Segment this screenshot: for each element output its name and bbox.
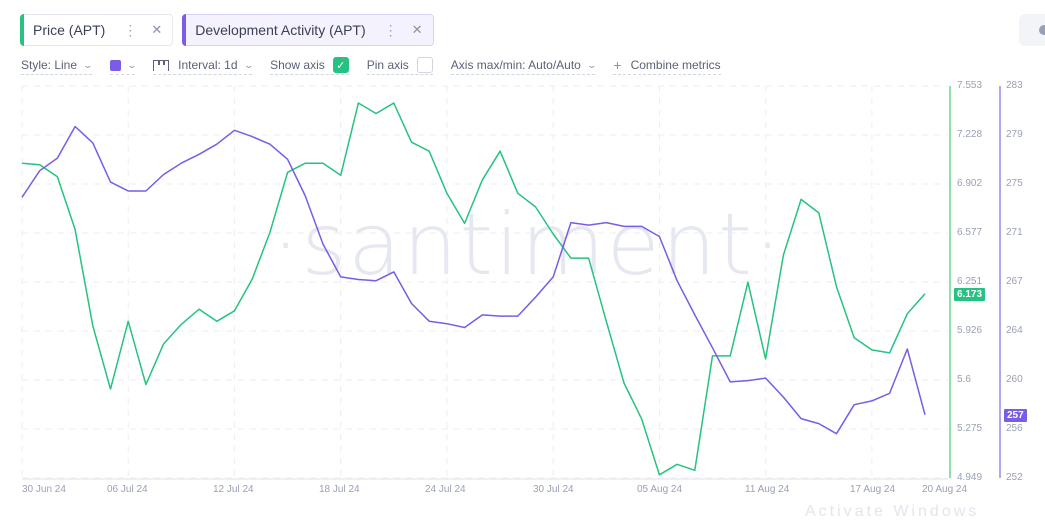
chevron-down-icon: ⌄ [243, 59, 254, 70]
activate-windows-text: Activate Windows [805, 503, 980, 520]
price-axis-tick: 7.228 [957, 129, 983, 140]
dev-activity-line [21, 125, 926, 435]
dev-activity-axis-tick: 271 [1006, 227, 1023, 238]
x-axis-tick: 30 Jul 24 [533, 484, 574, 495]
axis-minmax-dropdown[interactable]: Axis max/min: Auto/Auto ⌄ [450, 57, 597, 75]
x-axis-tick: 06 Jul 24 [107, 484, 148, 495]
show-axis-toggle[interactable]: Show axis ✓ [270, 57, 349, 75]
combine-metrics-label: Combine metrics [630, 58, 721, 72]
x-axis-tick: 24 Jul 24 [425, 484, 466, 495]
toggle-knob-icon [1039, 25, 1045, 35]
color-swatch [109, 59, 121, 71]
dev-activity-axis-tick: 252 [1006, 472, 1023, 483]
metric-label: Development Activity (APT) [195, 22, 366, 38]
chart-grid [21, 85, 948, 479]
dev-activity-current-value-badge: 257 [1004, 409, 1027, 422]
price-axis-tick: 4.949 [957, 472, 983, 483]
santiment-watermark: ·santiment· [272, 195, 784, 295]
ruler-icon [153, 59, 170, 71]
style-dropdown[interactable]: Style: Line ⌄ [21, 57, 94, 75]
interval-label: Interval: 1d [178, 58, 238, 72]
price-axis-tick: 7.553 [957, 80, 983, 91]
dev-activity-axis-tick: 279 [1006, 129, 1023, 140]
price-line [21, 102, 926, 476]
plus-icon: + [613, 57, 622, 73]
x-axis-tick: 30 Jun 24 [22, 484, 66, 495]
x-axis-tick: 05 Aug 24 [637, 484, 683, 495]
price-axis-tick: 6.902 [957, 178, 983, 189]
pin-axis-checkbox[interactable] [416, 57, 433, 73]
show-axis-checkbox[interactable]: ✓ [332, 57, 349, 73]
dev-activity-axis-tick: 264 [1006, 325, 1023, 336]
price-axis-tick: 5.926 [957, 325, 983, 336]
price-axis-tick: 6.251 [957, 276, 983, 287]
close-icon[interactable]: ✕ [411, 22, 423, 37]
dev-activity-axis-tick: 260 [1006, 374, 1023, 385]
axis-minmax-label: Axis max/min: Auto/Auto [450, 58, 581, 72]
style-label: Style: Line [21, 58, 78, 72]
price-axis-tick: 5.6 [957, 374, 971, 385]
dev-activity-axis-tick: 267 [1006, 276, 1023, 287]
metric-tabs: Price (APT) ⋮ ✕ Development Activity (AP… [20, 14, 434, 46]
interval-dropdown[interactable]: Interval: 1d ⌄ [153, 57, 254, 75]
x-axis-tick: 17 Aug 24 [850, 484, 896, 495]
x-axis-tick: 18 Jul 24 [319, 484, 360, 495]
show-axis-label: Show axis [270, 58, 325, 72]
pin-axis-label: Pin axis [366, 58, 409, 72]
metric-color-bar [20, 14, 24, 46]
metric-toolbar: Style: Line ⌄ ⌄ Interval: 1d ⌄ Show axis… [21, 57, 739, 75]
dev-activity-axis-tick: 256 [1006, 423, 1023, 434]
metric-tab-dev-activity[interactable]: Development Activity (APT) ⋮ ✕ [182, 14, 434, 46]
dev-activity-axis-tick: 275 [1006, 178, 1023, 189]
color-picker[interactable]: ⌄ [109, 57, 137, 75]
x-axis-tick: 12 Jul 24 [213, 484, 254, 495]
close-icon[interactable]: ✕ [151, 22, 163, 37]
chevron-down-icon: ⌄ [82, 59, 94, 70]
price-current-value-badge: 6.173 [954, 288, 986, 301]
price-axis-tick: 6.577 [957, 227, 983, 238]
pin-axis-toggle[interactable]: Pin axis [366, 57, 433, 75]
metric-label: Price (APT) [33, 22, 106, 38]
x-axis-tick: 20 Aug 24 [922, 484, 968, 495]
chevron-down-icon: ⌄ [586, 59, 597, 70]
price-axis-tick: 5.275 [957, 423, 983, 434]
x-axis-tick: 11 Aug 24 [745, 484, 790, 495]
metric-color-bar [182, 14, 187, 46]
combine-metrics-button[interactable]: + Combine metrics [613, 57, 721, 75]
chart-axes [22, 86, 1001, 480]
side-panel-toggle[interactable] [1019, 14, 1045, 46]
more-options-icon[interactable]: ⋮ [123, 21, 138, 38]
dev-activity-axis-tick: 283 [1006, 80, 1023, 91]
metric-tab-price[interactable]: Price (APT) ⋮ ✕ [20, 14, 174, 46]
chevron-down-icon: ⌄ [126, 59, 137, 70]
chart-lines [21, 102, 926, 476]
more-options-icon[interactable]: ⋮ [383, 21, 398, 38]
